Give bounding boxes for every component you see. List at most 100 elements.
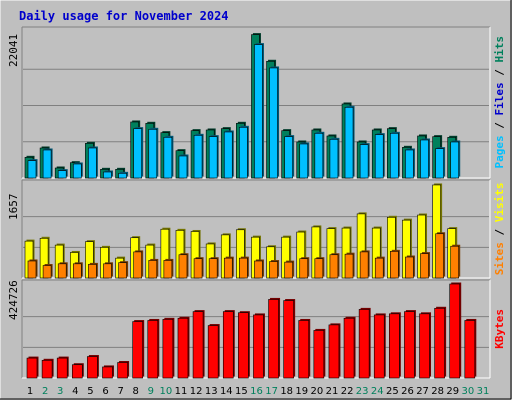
bar-sites-day-15 (239, 257, 248, 279)
day-label-13: 13 (205, 386, 218, 397)
bar-kbytes-day-13 (207, 325, 219, 379)
bar-pages-day-19 (299, 143, 309, 179)
bar-kbytes-day-22 (343, 317, 355, 379)
bar-pages-day-5 (88, 147, 97, 179)
bar-pages-day-8 (133, 128, 142, 179)
bar-kbytes-day-7 (117, 362, 128, 379)
bar-sites-day-23 (359, 251, 369, 279)
day-label-9: 9 (148, 386, 154, 397)
bar-sites-day-26 (405, 256, 414, 279)
y-max-label-middle: 1657 (7, 194, 20, 221)
day-label-29: 29 (446, 386, 459, 397)
bar-pages-day-7 (118, 173, 127, 179)
bar-sites-day-17 (269, 261, 278, 279)
bar-sites-day-4 (72, 263, 82, 279)
y-max-label-bottom: 424726 (7, 280, 20, 320)
bar-sites-day-2 (42, 265, 52, 279)
bar-sites-day-1 (27, 260, 37, 279)
bar-kbytes-day-25 (389, 313, 400, 379)
bar-pages-day-29 (450, 141, 460, 179)
bar-pages-day-2 (42, 149, 52, 179)
bar-pages-day-23 (359, 144, 369, 179)
legend-part: Sites (493, 242, 506, 275)
bar-kbytes-day-20 (313, 330, 325, 379)
legend-part: Visits (493, 182, 506, 222)
day-label-16: 16 (250, 386, 263, 397)
bar-pages-day-21 (329, 139, 339, 179)
bar-pages-day-3 (57, 170, 67, 179)
bar-sites-day-18 (284, 261, 293, 279)
legend-part: / (493, 222, 506, 242)
bar-sites-day-27 (420, 253, 429, 279)
legend-part: KBytes (493, 309, 506, 349)
bar-kbytes-day-5 (87, 356, 98, 379)
legend-part: Pages (493, 135, 506, 168)
day-label-27: 27 (416, 386, 429, 397)
bar-pages-day-17 (269, 67, 278, 179)
bar-sites-day-8 (133, 251, 142, 279)
bar-sites-day-3 (57, 263, 67, 279)
bar-kbytes-day-21 (328, 324, 340, 379)
bar-pages-day-27 (420, 139, 429, 179)
bar-kbytes-day-29 (449, 283, 461, 379)
bar-pages-day-20 (314, 133, 324, 179)
bar-sites-day-11 (178, 254, 188, 279)
bar-pages-day-25 (390, 133, 399, 179)
day-label-10: 10 (160, 386, 173, 397)
day-label-28: 28 (431, 386, 444, 397)
legend-label-bottom: KBytes (493, 309, 506, 349)
bar-pages-day-13 (208, 136, 218, 179)
day-label-24: 24 (371, 386, 384, 397)
day-label-2: 2 (42, 386, 48, 397)
bar-sites-day-29 (450, 245, 460, 279)
day-label-8: 8 (133, 386, 139, 397)
day-label-3: 3 (57, 386, 63, 397)
bar-pages-day-26 (405, 149, 414, 179)
day-label-30: 30 (461, 386, 474, 397)
bar-sites-day-9 (148, 260, 158, 279)
day-label-1: 1 (27, 386, 33, 397)
bar-sites-day-14 (223, 257, 233, 279)
bar-sites-day-24 (374, 257, 384, 279)
bar-kbytes-day-30 (464, 320, 476, 379)
day-label-12: 12 (190, 386, 203, 397)
bar-sites-day-21 (329, 254, 339, 279)
bar-pages-day-14 (223, 131, 233, 179)
bar-kbytes-day-2 (41, 359, 53, 379)
legend-part: / (493, 116, 506, 136)
bar-pages-day-10 (163, 137, 173, 179)
bar-kbytes-day-4 (71, 364, 83, 379)
day-label-31: 31 (477, 386, 490, 397)
bar-kbytes-day-26 (404, 311, 415, 379)
bar-kbytes-day-10 (162, 319, 174, 379)
bar-pages-day-28 (435, 148, 444, 179)
bar-sites-day-10 (163, 260, 173, 279)
day-label-15: 15 (235, 386, 248, 397)
legend-part: Hits (493, 36, 506, 63)
bar-kbytes-day-12 (192, 311, 204, 379)
day-label-11: 11 (175, 386, 188, 397)
bar-pages-day-9 (148, 129, 158, 179)
bar-pages-day-24 (374, 134, 384, 179)
bar-pages-day-22 (344, 107, 354, 179)
bar-sites-day-25 (390, 251, 399, 279)
day-label-18: 18 (280, 386, 293, 397)
day-label-19: 19 (295, 386, 308, 397)
day-label-20: 20 (311, 386, 324, 397)
bar-pages-day-11 (178, 155, 188, 179)
y-max-label-top: 22041 (7, 34, 20, 67)
legend-label-top: Pages / Files / Hits (493, 36, 506, 169)
bar-kbytes-day-15 (238, 312, 249, 379)
bar-sites-day-5 (88, 264, 97, 279)
bar-kbytes-day-1 (26, 357, 38, 379)
day-label-17: 17 (265, 386, 278, 397)
day-label-23: 23 (356, 386, 369, 397)
chart-title: Daily usage for November 2024 (19, 9, 229, 23)
bar-kbytes-day-17 (268, 299, 279, 379)
day-label-5: 5 (87, 386, 93, 397)
day-label-7: 7 (117, 386, 123, 397)
bar-pages-day-12 (193, 135, 203, 179)
bar-pages-day-18 (284, 136, 293, 179)
